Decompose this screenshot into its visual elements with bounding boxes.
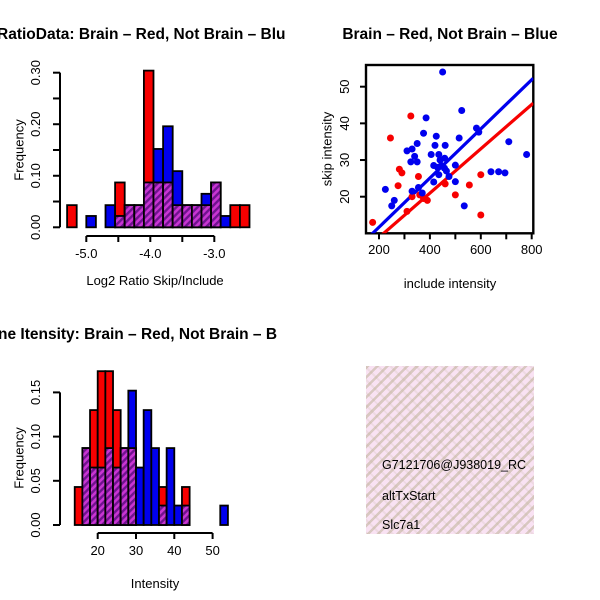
info-line-event-type: altTxStart: [382, 489, 436, 503]
hist_intensity-axes: 0.00 0.05 0.10 0.15 20 30 40 50: [28, 380, 220, 558]
scatter-points: [369, 68, 531, 226]
hist-intensity-ylabel: Frequency: [11, 427, 27, 489]
svg-text:50: 50: [205, 543, 219, 558]
hist_ratio-axes: 0.00 0.10 0.20 0.30 -5.0 -4.0 -3.0: [28, 60, 226, 261]
panel-hist-ratio: RatioData: Brain – Red, Not Brain – Blu …: [0, 0, 300, 300]
hist-ratio-xlabel: Log2 Ratio Skip/Include: [86, 273, 224, 288]
info-line-gene: Slc7a1: [382, 518, 421, 532]
info-line-probe-id: G7121706@J938019_RC: [382, 458, 527, 472]
panel-hist-intensity: ne Itensity: Brain – Red, Not Brain – B …: [0, 300, 300, 600]
scatter-title: Brain – Red, Not Brain – Blue: [342, 26, 558, 43]
svg-text:200: 200: [368, 242, 390, 257]
panel-info: G7121706@J938019_RC altTxStart Slc7a1 ch…: [300, 300, 600, 600]
hist-intensity-title: ne Itensity: Brain – Red, Not Brain – B: [0, 326, 278, 343]
hist-intensity-plot: 0.00 0.05 0.10 0.15 20 30 40 50: [28, 370, 229, 558]
svg-text:20: 20: [337, 189, 352, 203]
svg-text:50: 50: [337, 79, 352, 93]
svg-text:40: 40: [337, 116, 352, 130]
svg-text:-3.0: -3.0: [203, 246, 225, 261]
svg-text:0.30: 0.30: [28, 60, 43, 85]
svg-text:-4.0: -4.0: [139, 246, 161, 261]
svg-text:0.10: 0.10: [28, 424, 43, 449]
svg-text:800: 800: [521, 242, 543, 257]
scatter-plot: 200 400 600 800 20 30 40 50: [337, 63, 543, 257]
hist-ratio-plot: 0.00 0.10 0.20 0.30 -5.0 -4.0 -3.0: [28, 60, 251, 261]
svg-text:0.10: 0.10: [28, 163, 43, 188]
info-box: G7121706@J938019_RC altTxStart Slc7a1 ch…: [366, 366, 534, 534]
svg-text:0.00: 0.00: [28, 512, 43, 537]
scatter-fit-lines: [370, 77, 534, 234]
scatter-ylabel: skip intensity: [319, 111, 335, 187]
svg-text:0.00: 0.00: [28, 215, 43, 240]
hist_ratio-bars: [66, 69, 251, 229]
svg-text:0.15: 0.15: [28, 380, 43, 405]
svg-text:0.05: 0.05: [28, 468, 43, 493]
svg-text:0.20: 0.20: [28, 112, 43, 137]
hist-ratio-ylabel: Frequency: [11, 119, 27, 181]
svg-text:600: 600: [470, 242, 492, 257]
panel-scatter: Brain – Red, Not Brain – Blue 200 400 600 8…: [300, 0, 600, 300]
scatter-axes: 200 400 600 800 20 30 40 50: [337, 63, 543, 257]
hist-ratio-title: RatioData: Brain – Red, Not Brain – Blu: [0, 26, 286, 43]
svg-text:30: 30: [129, 543, 143, 558]
svg-text:400: 400: [419, 242, 441, 257]
hist-intensity-xlabel: Intensity: [130, 576, 180, 591]
svg-text:20: 20: [90, 543, 104, 558]
svg-text:-5.0: -5.0: [75, 246, 97, 261]
svg-text:40: 40: [167, 543, 181, 558]
hist_intensity-bars: [73, 370, 229, 526]
scatter-xlabel: include intensity: [403, 276, 497, 291]
svg-text:30: 30: [337, 153, 352, 167]
